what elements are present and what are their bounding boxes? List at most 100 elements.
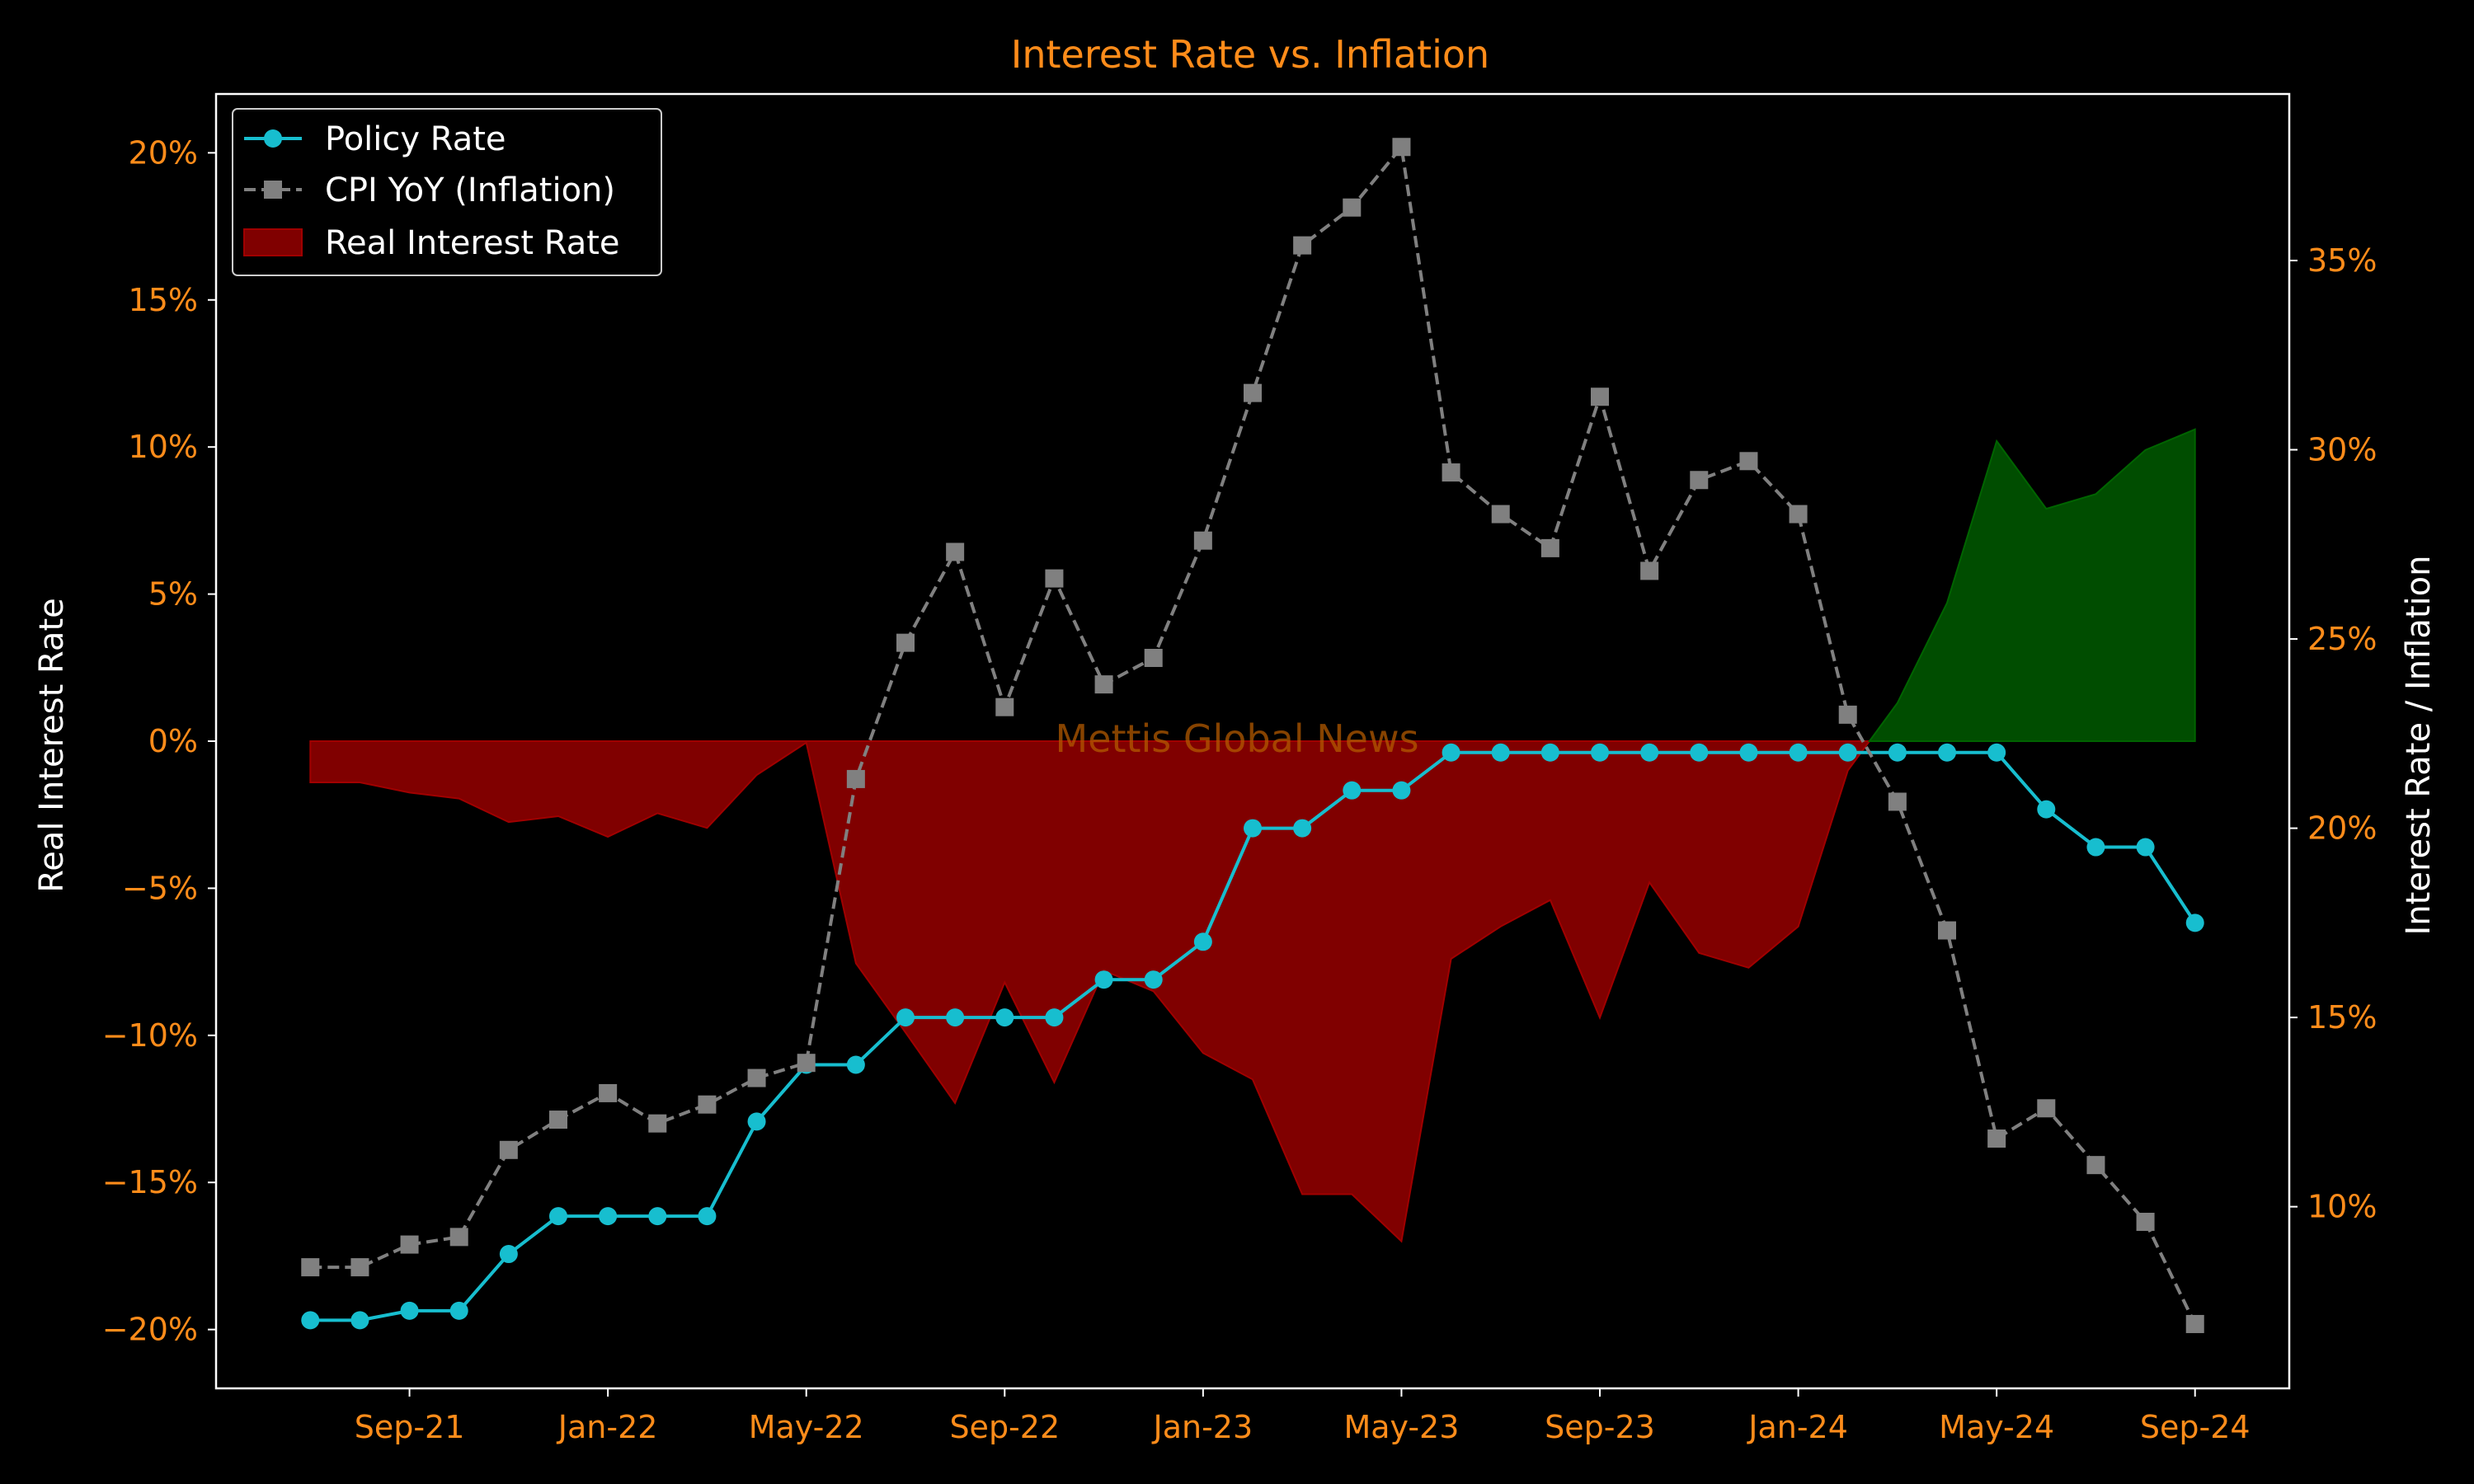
x-tick-label: Sep-22: [949, 1409, 1060, 1445]
y-left-tick-label: 20%: [129, 134, 198, 171]
cpi-inflation-point: [1690, 471, 1709, 490]
policy-rate-point: [1987, 743, 2006, 762]
policy-rate-point: [499, 1245, 518, 1264]
cpi-inflation-point: [1045, 569, 1064, 588]
x-tick-label: May-22: [749, 1409, 864, 1445]
real-rate-positive-area: [1867, 428, 2196, 742]
policy-rate-point: [1540, 743, 1559, 762]
cpi-inflation-point: [1343, 198, 1362, 217]
cpi-inflation-point: [449, 1228, 468, 1247]
policy-rate-point: [1144, 970, 1163, 989]
watermark-group: Mettis Global News: [1055, 716, 1418, 761]
y-left-tick-label: 15%: [129, 282, 198, 318]
policy-rate-point: [698, 1207, 717, 1226]
y-axis-right-label: Interest Rate / Inflation: [2400, 556, 2438, 936]
chart-title: Interest Rate vs. Inflation: [1011, 32, 1489, 77]
x-tick-label: Sep-21: [355, 1409, 465, 1445]
x-tick-label: May-23: [1343, 1409, 1459, 1445]
policy-rate-point: [1888, 743, 1907, 762]
legend: Policy Rate CPI YoY (Inflation) Real Inter…: [232, 108, 662, 276]
cpi-inflation-point: [301, 1258, 320, 1277]
legend-box: [232, 108, 662, 276]
cpi-inflation-point: [1938, 921, 1957, 940]
policy-rate-point: [1392, 781, 1411, 800]
policy-rate-point: [1690, 743, 1709, 762]
cpi-inflation-point: [400, 1235, 419, 1254]
y-right-tick-label: 35%: [2307, 242, 2377, 279]
y-right-tick-label: 15%: [2307, 999, 2377, 1036]
policy-rate-point: [747, 1112, 766, 1131]
cpi-inflation-point: [1640, 561, 1659, 580]
cpi-inflation-point: [1739, 452, 1758, 471]
x-tick-label: May-24: [1939, 1409, 2054, 1445]
cpi-inflation-point: [797, 1054, 816, 1073]
cpi-inflation-point: [2037, 1099, 2056, 1118]
policy-rate-point: [400, 1301, 419, 1320]
policy-rate-point: [648, 1207, 667, 1226]
policy-rate-point: [1045, 1008, 1064, 1027]
policy-rate-point: [1343, 781, 1362, 800]
cpi-inflation-point: [1888, 792, 1907, 811]
policy-rate-point: [599, 1207, 618, 1226]
policy-rate-point: [301, 1311, 320, 1330]
axes-group: −20% −15% −10% −5% 0% 5% 10% 15% 20% 10% 15% 20% 25%…: [102, 92, 2377, 1445]
policy-rate-point: [2185, 913, 2204, 932]
cpi-inflation-point: [1094, 675, 1113, 694]
policy-rate-point: [449, 1301, 468, 1320]
policy-rate-point: [1739, 743, 1758, 762]
cpi-inflation-line: [310, 145, 2197, 1325]
policy-rate-point: [1938, 743, 1957, 762]
y-left-tick-label: 0%: [148, 723, 198, 759]
y-right-tick-label: 25%: [2307, 621, 2377, 657]
cpi-inflation-point: [1591, 387, 1610, 406]
series-lines-group: [301, 138, 2204, 1333]
y-right-tick-label: 30%: [2307, 432, 2377, 468]
cpi-inflation-point: [1442, 463, 1460, 482]
y-left-tick-label: 5%: [148, 576, 198, 613]
policy-rate-point: [1442, 743, 1460, 762]
policy-rate-point: [1293, 819, 1312, 838]
cpi-inflation-point: [1838, 705, 1857, 724]
policy-rate-point: [2136, 838, 2155, 857]
cpi-inflation-point: [995, 697, 1014, 716]
policy-rate-point: [350, 1311, 369, 1330]
y-right-tick-label: 10%: [2307, 1189, 2377, 1225]
cpi-inflation-point: [350, 1258, 369, 1277]
x-tick-label: Sep-23: [1545, 1409, 1655, 1445]
cpi-inflation-point: [896, 633, 915, 652]
policy-rate-point: [946, 1008, 965, 1027]
cpi-inflation-point: [1244, 383, 1262, 402]
cpi-inflation-point: [747, 1068, 766, 1087]
cpi-inflation-point: [946, 542, 965, 561]
policy-rate-point: [1640, 743, 1659, 762]
watermark-text: Mettis Global News: [1055, 716, 1418, 761]
cpi-inflation-point: [2136, 1213, 2155, 1232]
legend-marker-policy-rate: [264, 129, 282, 148]
legend-label: CPI YoY (Inflation): [325, 171, 615, 209]
legend-marker-cpi: [264, 181, 282, 199]
x-tick-label: Jan-23: [1152, 1409, 1253, 1445]
cpi-inflation-point: [1293, 236, 1312, 255]
cpi-inflation-point: [548, 1111, 567, 1129]
policy-rate-point: [1094, 970, 1113, 989]
policy-rate-point: [1193, 932, 1212, 951]
cpi-inflation-point: [1491, 505, 1510, 524]
y-left-tick-label: −5%: [122, 870, 198, 906]
cpi-inflation-point: [1193, 531, 1212, 550]
y-left-tick-label: −10%: [102, 1017, 198, 1054]
cpi-inflation-point: [2086, 1156, 2105, 1175]
legend-label: Policy Rate: [325, 120, 506, 158]
cpi-inflation-point: [1540, 538, 1559, 557]
cpi-inflation-point: [1987, 1129, 2006, 1148]
cpi-inflation-point: [599, 1083, 618, 1102]
policy-rate-point: [1838, 743, 1857, 762]
policy-rate-point: [846, 1055, 865, 1074]
policy-rate-point: [1789, 743, 1808, 762]
cpi-inflation-point: [1789, 505, 1808, 524]
cpi-inflation-point: [846, 769, 865, 788]
y-left-tick-label: 10%: [129, 429, 198, 465]
x-tick-label: Sep-24: [2140, 1409, 2251, 1445]
policy-rate-point: [2037, 800, 2056, 819]
policy-rate-point: [548, 1207, 567, 1226]
x-tick-label: Jan-22: [557, 1409, 658, 1445]
